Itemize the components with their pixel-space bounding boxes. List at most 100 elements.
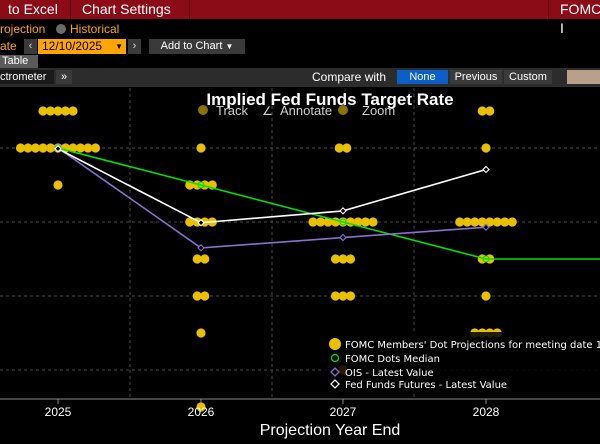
projection-dot: [455, 217, 465, 227]
projection-dot: [477, 217, 487, 227]
ois-point: [197, 244, 205, 252]
expand-icon[interactable]: »: [56, 70, 72, 84]
projection-dot: [485, 106, 495, 116]
projection-dot: [345, 291, 356, 301]
projection-dot: [45, 143, 56, 153]
date-row: ate: [0, 37, 600, 55]
date-label: ate: [0, 39, 17, 53]
projection-dot: [462, 217, 472, 227]
track-icon[interactable]: [198, 105, 208, 115]
projection-dot: [38, 143, 48, 153]
legend-ois-marker: [330, 367, 340, 377]
projection-dot: [481, 143, 491, 153]
projection-dot: [368, 217, 378, 227]
ctrometer-tab[interactable]: ctrometer: [0, 70, 54, 84]
add-to-chart-label: Add to Chart: [160, 40, 223, 52]
tab-table[interactable]: Table: [0, 55, 38, 68]
legend-median-label: FOMC Dots Median: [345, 354, 440, 365]
legend-dots-marker: [329, 338, 341, 350]
legend-futures-marker: [330, 379, 340, 389]
legend-median-marker: [330, 353, 340, 363]
projection-dot: [308, 217, 318, 227]
chart-title: Implied Fed Funds Target Rate: [206, 90, 453, 109]
chart-settings-button[interactable]: Chart Settings: [82, 1, 171, 17]
projection-dot: [330, 291, 341, 301]
zoom-icon[interactable]: [338, 105, 348, 115]
compare-with-label: Compare with: [312, 70, 387, 84]
date-prev-button[interactable]: ‹: [24, 39, 37, 54]
date-value: 12/10/2025: [42, 39, 103, 53]
ois-point: [339, 233, 347, 242]
compare-custom-button[interactable]: Custom: [504, 70, 552, 84]
fed-funds-chart[interactable]: Implied Fed Funds Target Rate Track ∠ An…: [0, 88, 600, 444]
projection-dot: [338, 291, 348, 301]
legend-futures-label: Fed Funds Futures - Latest Value: [345, 380, 507, 391]
color-swatch[interactable]: [567, 70, 600, 84]
compare-none-button[interactable]: None: [397, 70, 448, 84]
chevron-down-icon[interactable]: ▼: [115, 42, 123, 51]
projection-dot: [338, 254, 348, 264]
projection-dot: [334, 143, 344, 153]
x-axis-ticks: [57, 399, 487, 404]
projection-dot: [200, 254, 210, 264]
annotate-icon[interactable]: ∠: [262, 104, 273, 118]
export-to-excel-button[interactable]: to Excel: [8, 1, 58, 17]
median-point: [339, 218, 347, 226]
projection-dot: [60, 106, 71, 116]
median-point: [197, 181, 205, 189]
futures-point: [339, 207, 347, 215]
median-line: [57, 147, 600, 260]
projection-dot: [53, 106, 63, 116]
projection-dot: [90, 143, 101, 153]
historical-radio[interactable]: [56, 24, 66, 34]
x-axis-title: Projection Year End: [260, 422, 401, 439]
median-point: [482, 255, 490, 263]
projection-dot: [342, 143, 352, 153]
projection-dot: [23, 143, 33, 153]
projection-radio-label[interactable]: rojection: [0, 22, 46, 36]
annotate-button[interactable]: Annotate: [280, 103, 332, 118]
projection-dot: [83, 143, 93, 153]
chevron-down-icon: ▼: [225, 42, 234, 51]
track-button[interactable]: Track: [216, 103, 249, 118]
projection-dot: [75, 143, 86, 153]
add-to-chart-button[interactable]: Add to Chart ▼: [149, 39, 245, 54]
legend-dots-label: FOMC Members' Dot Projections for meetin…: [345, 340, 600, 351]
projection-dot: [323, 217, 333, 227]
projection-dot: [470, 217, 480, 227]
compare-previous-button[interactable]: Previous: [450, 70, 502, 84]
projection-dot: [196, 402, 206, 412]
projection-dot: [485, 217, 495, 227]
projection-dot: [68, 143, 78, 153]
projection-dot: [53, 180, 63, 190]
legend: FOMC Members' Dot Projections for meetin…: [323, 332, 600, 394]
title-bar: [0, 0, 600, 19]
futures-point: [482, 165, 490, 174]
projection-dot: [15, 143, 26, 153]
legend-ois-label: OIS - Latest Value: [345, 368, 434, 379]
projection-dot: [196, 143, 206, 153]
x-axis-labels: 2025 2026 2027 2028: [45, 405, 500, 419]
projection-dot: [196, 328, 206, 338]
date-next-button[interactable]: ›: [128, 39, 141, 54]
projection-dot: [353, 217, 363, 227]
projection-dot: [192, 291, 202, 301]
projection-dot: [192, 254, 202, 264]
ois-line: [57, 147, 487, 249]
fomc-tab[interactable]: FOMC I: [560, 1, 600, 36]
projection-dot: [30, 143, 41, 153]
futures-point: [54, 144, 62, 153]
futures-point: [197, 218, 205, 227]
toolbar-divider: [70, 0, 71, 19]
projection-dot: [507, 217, 517, 227]
zoom-button[interactable]: Zoom: [362, 103, 395, 118]
date-input[interactable]: 12/10/2025 ▼: [38, 39, 126, 54]
historical-radio-label[interactable]: Historical: [70, 22, 120, 36]
chart-tools: Track ∠ Annotate Zoom: [198, 103, 395, 118]
projection-dot: [481, 291, 491, 301]
futures-line: [57, 148, 487, 224]
projection-dot: [68, 106, 78, 116]
mode-row: rojection Historical: [0, 20, 600, 38]
projection-dot: [38, 106, 48, 116]
x-tick-label: 2025: [45, 405, 72, 419]
